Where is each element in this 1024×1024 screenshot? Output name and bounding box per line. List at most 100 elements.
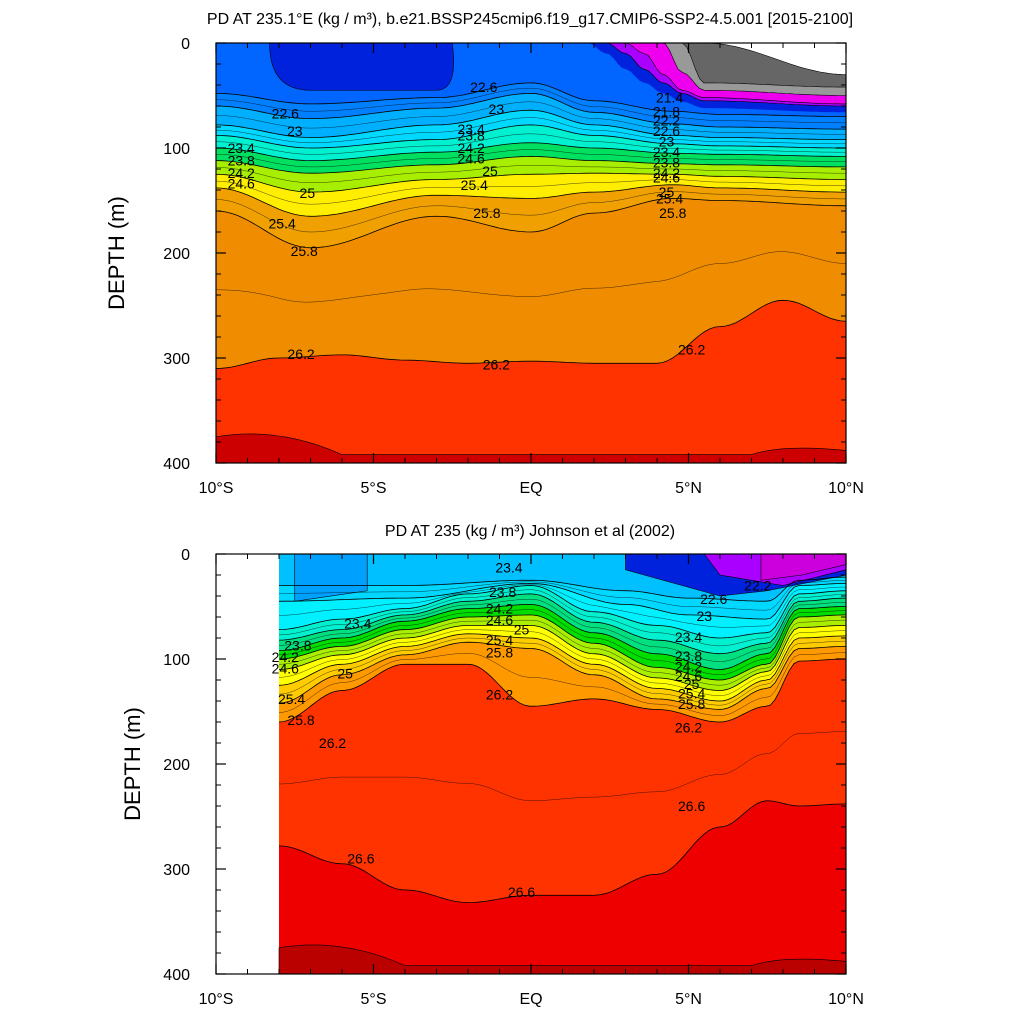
contour-label: 26.6 — [508, 884, 535, 900]
contour-label: 24.6 — [486, 612, 513, 628]
minor-isopycnal — [215, 165, 846, 183]
x-tick-label: 10°N — [828, 480, 864, 497]
isopycnal-23.8 — [215, 124, 846, 149]
isopycnal-22.6 — [215, 82, 846, 117]
isopycnal-22.6 — [279, 576, 847, 602]
isopycnal-24.6 — [215, 155, 846, 174]
minor-isopycnal — [278, 629, 847, 696]
density-band-deep — [278, 944, 847, 975]
minor-isopycnal — [215, 149, 846, 168]
minor-isopycnal — [278, 637, 847, 706]
panel-title-model: PD AT 235.1°E (kg / m³), b.e21.BSSP245cm… — [207, 11, 853, 28]
x-tick-label: 10°N — [828, 991, 864, 1008]
x-tick-label: EQ — [519, 991, 542, 1008]
contour-label: 25 — [482, 163, 498, 179]
minor-isopycnal — [278, 598, 847, 662]
contour-label: 22.6 — [653, 123, 680, 139]
minor-isopycnal — [278, 652, 847, 716]
isopycnal-25.4 — [215, 184, 846, 217]
minor-isopycnal — [215, 87, 846, 124]
contour-label: 25.4 — [486, 632, 513, 648]
contour-label: 23.4 — [458, 121, 485, 137]
contour-label: 25 — [300, 185, 316, 201]
contour-label: 21.4 — [656, 90, 683, 106]
contour-label: 24.2 — [458, 140, 485, 156]
isopycnal-25.8 — [215, 197, 847, 249]
panel-observations: PD AT 235 (kg / m³) Johnson et al (2002)… — [120, 523, 864, 1008]
contour-label: 26.2 — [483, 356, 510, 372]
x-tick-label: 5°N — [675, 480, 702, 497]
contour-label: 26.6 — [678, 798, 705, 814]
contour-label: 25.4 — [461, 177, 488, 193]
contour-label: 25 — [684, 676, 700, 692]
isopycnal-25 — [278, 625, 847, 691]
x-tick-label: 5°S — [361, 480, 387, 497]
contour-label: 26.2 — [287, 346, 314, 362]
contour-label: 24.2 — [272, 649, 299, 665]
contour-label: 23 — [659, 134, 675, 150]
contour-label: 24.6 — [272, 660, 299, 676]
isopycnal-24.6 — [278, 614, 847, 681]
contour-label: 23 — [696, 608, 712, 624]
isopycnal-24.2 — [278, 603, 847, 670]
minor-isopycnal — [278, 584, 846, 628]
minor-isopycnal — [216, 251, 847, 303]
contour-label: 23.8 — [653, 155, 680, 171]
contour-label: 25.8 — [287, 712, 314, 728]
x-tick-label: 10°S — [199, 991, 234, 1008]
minor-isopycnal — [215, 133, 846, 155]
contour-label: 25.4 — [678, 686, 705, 702]
contour-label: 25.8 — [473, 205, 500, 221]
plot-area-observations: 23.423.824.224.62525.425.826.223.423.824… — [163, 547, 864, 1008]
isopycnal-26.6 — [278, 800, 847, 904]
y-axis-label-model: DEPTH (m) — [104, 196, 129, 310]
contour-label: 25 — [514, 622, 530, 638]
x-tick-label: EQ — [519, 480, 542, 497]
isopycnal-23 — [278, 582, 847, 620]
isopycnal-26.2 — [215, 299, 847, 369]
y-tick-label: 200 — [163, 757, 190, 774]
contour-label: 24.2 — [653, 165, 680, 181]
contour-label: 24.2 — [228, 165, 255, 181]
isopycnal-25.8 — [278, 641, 847, 710]
contour-label: 24.6 — [675, 668, 702, 684]
y-tick-label: 0 — [181, 547, 190, 564]
minor-isopycnal — [215, 191, 846, 233]
contour-label: 21.8 — [653, 103, 680, 119]
contour-label: 24.2 — [675, 658, 702, 674]
contour-label: 26.6 — [347, 851, 374, 867]
contour-label: 23.4 — [228, 140, 255, 156]
y-tick-label: 200 — [163, 246, 190, 263]
contour-label: 23.4 — [653, 144, 680, 160]
contour-label: 23.4 — [675, 629, 702, 645]
contour-label: 24.6 — [228, 176, 255, 192]
contour-label: 23 — [287, 123, 303, 139]
x-tick-label: 10°S — [199, 480, 234, 497]
x-tick-label: 5°S — [361, 991, 387, 1008]
isopycnal-23.4 — [215, 109, 846, 140]
contour-label: 25.8 — [291, 243, 318, 259]
panel-title-observations: PD AT 235 (kg / m³) Johnson et al (2002) — [385, 523, 675, 540]
contour-label: 25.4 — [269, 216, 296, 232]
panel-model: PD AT 235.1°E (kg / m³), b.e21.BSSP245cm… — [104, 11, 864, 497]
minor-isopycnal — [279, 580, 846, 611]
contour-label: 25 — [659, 184, 675, 200]
contour-label: 26.2 — [675, 719, 702, 735]
contour-label: 25.8 — [659, 205, 686, 221]
isopycnal-25.4 — [278, 633, 847, 702]
contour-label: 26.2 — [319, 735, 346, 751]
contour-label: 22.6 — [700, 591, 727, 607]
contour-label: 24.2 — [486, 601, 513, 617]
minor-isopycnal — [278, 619, 847, 686]
contour-label: 23.8 — [489, 584, 516, 600]
isopycnal-25 — [215, 172, 846, 193]
isopycnal-23.8 — [278, 593, 847, 655]
contour-label: 22.2 — [744, 578, 771, 594]
minor-isopycnal — [278, 589, 847, 647]
contour-label: 23.8 — [458, 127, 485, 143]
y-tick-label: 100 — [163, 141, 190, 158]
density-band-26.6 — [279, 800, 846, 974]
contour-label: 23 — [489, 101, 505, 117]
minor-isopycnal — [278, 609, 847, 675]
